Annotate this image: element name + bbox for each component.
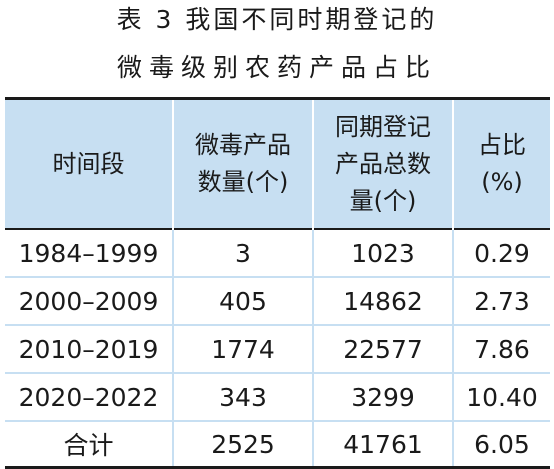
cell-period: 2020–2022 — [5, 372, 173, 421]
cell-low-toxicity-count: 405 — [172, 276, 313, 325]
table-caption-line-2: 微毒级别农药产品占比 — [116, 53, 437, 82]
cell-period: 2000–2009 — [5, 276, 173, 325]
header-ratio: 占比 (%) — [452, 98, 550, 229]
cell-ratio: 7.86 — [452, 324, 550, 373]
cell-low-toxicity-count: 3 — [172, 229, 313, 277]
cell-ratio: 0.29 — [452, 229, 550, 277]
cell-total-registered: 14862 — [312, 276, 453, 325]
cell-low-toxicity-count: 343 — [172, 372, 313, 421]
table-row: 1984–1999 3 1023 0.29 — [5, 229, 550, 277]
table-row: 2020–2022 343 3299 10.40 — [5, 372, 550, 421]
cell-total-registered: 22577 — [312, 324, 453, 373]
cell-ratio: 2.73 — [452, 276, 550, 325]
cell-period: 1984–1999 — [18, 238, 159, 268]
header-period-line: 时间段 — [52, 149, 125, 178]
table-caption-line-1: 表 3 我国不同时期登记的 — [116, 5, 438, 34]
header-line: 同期登记 — [335, 112, 431, 141]
cell-ratio: 10.40 — [452, 372, 550, 421]
header-line: (%) — [481, 168, 523, 196]
table-row: 2010–2019 1774 22577 7.86 — [5, 324, 550, 373]
header-line: 数量(个) — [197, 168, 289, 196]
cell-total-registered: 1023 — [312, 229, 453, 277]
cell-ratio: 6.05 — [452, 420, 550, 468]
cell-total-label: 合计 — [5, 420, 173, 468]
header-period: 时间段 — [5, 98, 173, 229]
header-line: 产品总数 — [335, 149, 431, 178]
cell-total-registered: 3299 — [312, 372, 453, 421]
table-row: 2000–2009 405 14862 2.73 — [5, 276, 550, 325]
cell-period: 2010–2019 — [5, 324, 173, 373]
header-total-registered: 同期登记 产品总数 量(个) — [312, 98, 453, 229]
cell-total-registered: 41761 — [312, 420, 453, 468]
total-row: 合计 2525 41761 6.05 — [5, 420, 550, 468]
pesticide-table: 时间段 微毒产品 数量(个) 同期登记 产品总数 量(个) 占比 (%) 198… — [5, 97, 550, 469]
cell-low-toxicity-count: 2525 — [172, 420, 313, 468]
cell-low-toxicity-count: 1774 — [172, 324, 313, 373]
header-line: 微毒产品 — [195, 131, 291, 159]
header-row: 时间段 微毒产品 数量(个) 同期登记 产品总数 量(个) 占比 (%) — [5, 98, 550, 229]
header-line: 量(个) — [349, 186, 417, 215]
header-low-toxicity-count: 微毒产品 数量(个) — [172, 98, 313, 229]
header-line: 占比 — [478, 131, 526, 159]
